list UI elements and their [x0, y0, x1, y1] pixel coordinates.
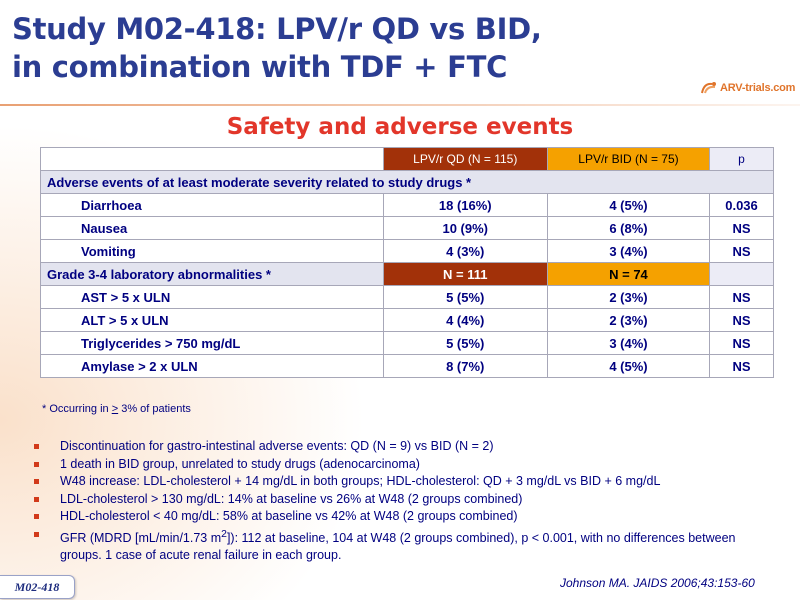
cell-qd: 5 (5%) — [382, 331, 548, 355]
gfr-pre: GFR (MDRD [mL/min/1.73 m — [60, 530, 222, 545]
footnote-symbol: > — [111, 403, 119, 415]
cell-qd: 4 (3%) — [382, 239, 548, 263]
findings-list: Discontinuation for gastro-intestinal ad… — [34, 438, 774, 565]
table-row: AST > 5 x ULN 5 (5%) 2 (3%) NS — [40, 285, 774, 309]
cell-p: NS — [709, 285, 774, 309]
section-row-lab-abnormalities: Grade 3-4 laboratory abnormalities * N =… — [40, 262, 774, 286]
slide-title: Study M02-418: LPV/r QD vs BID, in combi… — [12, 10, 652, 86]
arv-trials-logo-icon — [700, 81, 718, 95]
list-item: 1 death in BID group, unrelated to study… — [34, 456, 774, 474]
section-label: Adverse events of at least moderate seve… — [40, 170, 774, 194]
list-item: LDL-cholesterol > 130 mg/dL: 14% at base… — [34, 491, 774, 509]
table-row: Amylase > 2 x ULN 8 (7%) 4 (5%) NS — [40, 354, 774, 378]
cell-bid: 6 (8%) — [546, 216, 711, 240]
header-p: p — [709, 147, 774, 171]
citation: Johnson MA. JAIDS 2006;43:153-60 — [560, 576, 755, 590]
gfr-post: ]): 112 at baseline, 104 at W48 (2 group… — [60, 530, 736, 563]
table-row: Triglycerides > 750 mg/dL 5 (5%) 3 (4%) … — [40, 331, 774, 355]
section-label: Grade 3-4 laboratory abnormalities * — [40, 262, 384, 286]
footnote-post: 3% of patients — [118, 403, 191, 415]
cell-qd: 4 (4%) — [382, 308, 548, 332]
footnote-pre: * Occurring in — [42, 403, 112, 415]
table-row: Vomiting 4 (3%) 3 (4%) NS — [40, 239, 774, 263]
study-badge: M02-418 — [0, 575, 75, 599]
row-label: Triglycerides > 750 mg/dL — [40, 331, 384, 355]
list-item-gfr: GFR (MDRD [mL/min/1.73 m2]): 112 at base… — [34, 526, 774, 565]
title-line-1: Study M02-418: LPV/r QD vs BID, — [12, 12, 542, 46]
cell-bid: 2 (3%) — [546, 308, 711, 332]
list-item: HDL-cholesterol < 40 mg/dL: 58% at basel… — [34, 508, 774, 526]
adverse-events-table: LPV/r QD (N = 115) LPV/r BID (N = 75) p … — [40, 147, 774, 378]
list-item: W48 increase: LDL-cholesterol + 14 mg/dL… — [34, 473, 774, 491]
cell-p: NS — [709, 216, 774, 240]
header-bid: LPV/r BID (N = 75) — [546, 147, 711, 171]
cell-p: NS — [709, 354, 774, 378]
gfr-sup: 2 — [221, 528, 227, 540]
row-label: ALT > 5 x ULN — [40, 308, 384, 332]
cell-p: NS — [709, 308, 774, 332]
list-item: Discontinuation for gastro-intestinal ad… — [34, 438, 774, 456]
section-p-empty — [709, 262, 774, 286]
logo-text: ARV-trials.com — [720, 82, 796, 94]
table-row: Diarrhoea 18 (16%) 4 (5%) 0.036 — [40, 193, 774, 217]
cell-p: NS — [709, 331, 774, 355]
section-row-adverse-events: Adverse events of at least moderate seve… — [40, 170, 774, 194]
row-label: AST > 5 x ULN — [40, 285, 384, 309]
cell-bid: 4 (5%) — [546, 354, 711, 378]
table-row: ALT > 5 x ULN 4 (4%) 2 (3%) NS — [40, 308, 774, 332]
row-label: Amylase > 2 x ULN — [40, 354, 384, 378]
section-qd-n: N = 111 — [382, 262, 548, 286]
cell-bid: 3 (4%) — [546, 331, 711, 355]
cell-qd: 10 (9%) — [382, 216, 548, 240]
cell-bid: 3 (4%) — [546, 239, 711, 263]
cell-p: 0.036 — [709, 193, 774, 217]
header-empty-cell — [40, 147, 384, 171]
cell-bid: 2 (3%) — [546, 285, 711, 309]
cell-qd: 8 (7%) — [382, 354, 548, 378]
row-label: Vomiting — [40, 239, 384, 263]
table-footnote: * Occurring in > 3% of patients — [42, 403, 191, 415]
cell-bid: 4 (5%) — [546, 193, 711, 217]
table-row: Nausea 10 (9%) 6 (8%) NS — [40, 216, 774, 240]
header-qd: LPV/r QD (N = 115) — [382, 147, 548, 171]
cell-p: NS — [709, 239, 774, 263]
header-divider — [0, 104, 800, 106]
section-bid-n: N = 74 — [546, 262, 711, 286]
section-subtitle: Safety and adverse events — [226, 114, 574, 140]
row-label: Nausea — [40, 216, 384, 240]
cell-qd: 5 (5%) — [382, 285, 548, 309]
row-label: Diarrhoea — [40, 193, 384, 217]
table-header-row: LPV/r QD (N = 115) LPV/r BID (N = 75) p — [40, 147, 774, 171]
title-line-2: in combination with TDF + FTC — [12, 50, 508, 84]
arv-trials-logo[interactable]: ARV-trials.com — [700, 78, 796, 98]
cell-qd: 18 (16%) — [382, 193, 548, 217]
